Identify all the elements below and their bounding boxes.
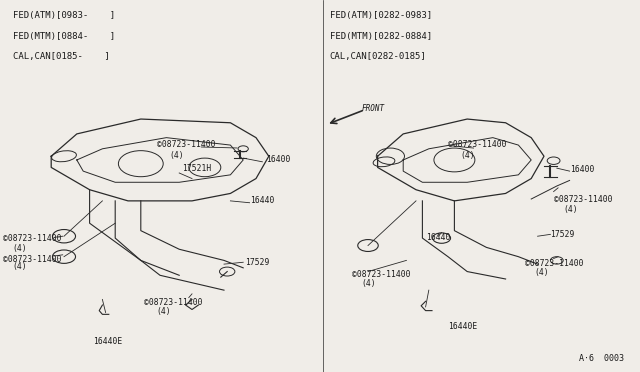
Text: A·6  0003: A·6 0003: [579, 354, 624, 363]
Text: ©08723-11400: ©08723-11400: [3, 234, 61, 243]
Text: 16400: 16400: [266, 155, 290, 164]
Text: CAL,CAN[0185-    ]: CAL,CAN[0185- ]: [13, 52, 109, 61]
Text: ©08723-11400: ©08723-11400: [525, 259, 583, 267]
Text: FED(MTM)[0282-0884]: FED(MTM)[0282-0884]: [330, 32, 432, 41]
Text: 17529: 17529: [550, 230, 575, 239]
Text: (4): (4): [13, 244, 28, 253]
Text: ©08723-11400: ©08723-11400: [554, 195, 612, 204]
Text: (4): (4): [362, 279, 376, 288]
Text: 16440: 16440: [426, 232, 450, 241]
Text: (4): (4): [563, 205, 578, 214]
Text: 17521H: 17521H: [182, 164, 212, 173]
Text: FED(ATM)[0282-0983]: FED(ATM)[0282-0983]: [330, 11, 432, 20]
Text: (4): (4): [461, 151, 476, 160]
Text: CAL,CAN[0282-0185]: CAL,CAN[0282-0185]: [330, 52, 426, 61]
Text: (4): (4): [170, 151, 184, 160]
Text: (4): (4): [13, 262, 28, 271]
Text: FED(MTM)[0884-    ]: FED(MTM)[0884- ]: [13, 32, 115, 41]
Text: (4): (4): [534, 268, 549, 277]
Text: 16440E: 16440E: [448, 322, 477, 331]
Text: ©08723-11400: ©08723-11400: [157, 140, 215, 148]
Text: ©08723-11400: ©08723-11400: [3, 255, 61, 264]
Text: FED(ATM)[0983-    ]: FED(ATM)[0983- ]: [13, 11, 115, 20]
Text: 17529: 17529: [245, 258, 269, 267]
Text: FRONT: FRONT: [362, 105, 385, 113]
Text: ©08723-11400: ©08723-11400: [448, 140, 506, 148]
Text: 16440: 16440: [250, 196, 274, 205]
Text: 16400: 16400: [570, 165, 594, 174]
Text: ©08723-11400: ©08723-11400: [144, 298, 202, 307]
Text: 16440E: 16440E: [93, 337, 122, 346]
Text: (4): (4): [157, 307, 172, 316]
Text: ©08723-11400: ©08723-11400: [352, 270, 410, 279]
